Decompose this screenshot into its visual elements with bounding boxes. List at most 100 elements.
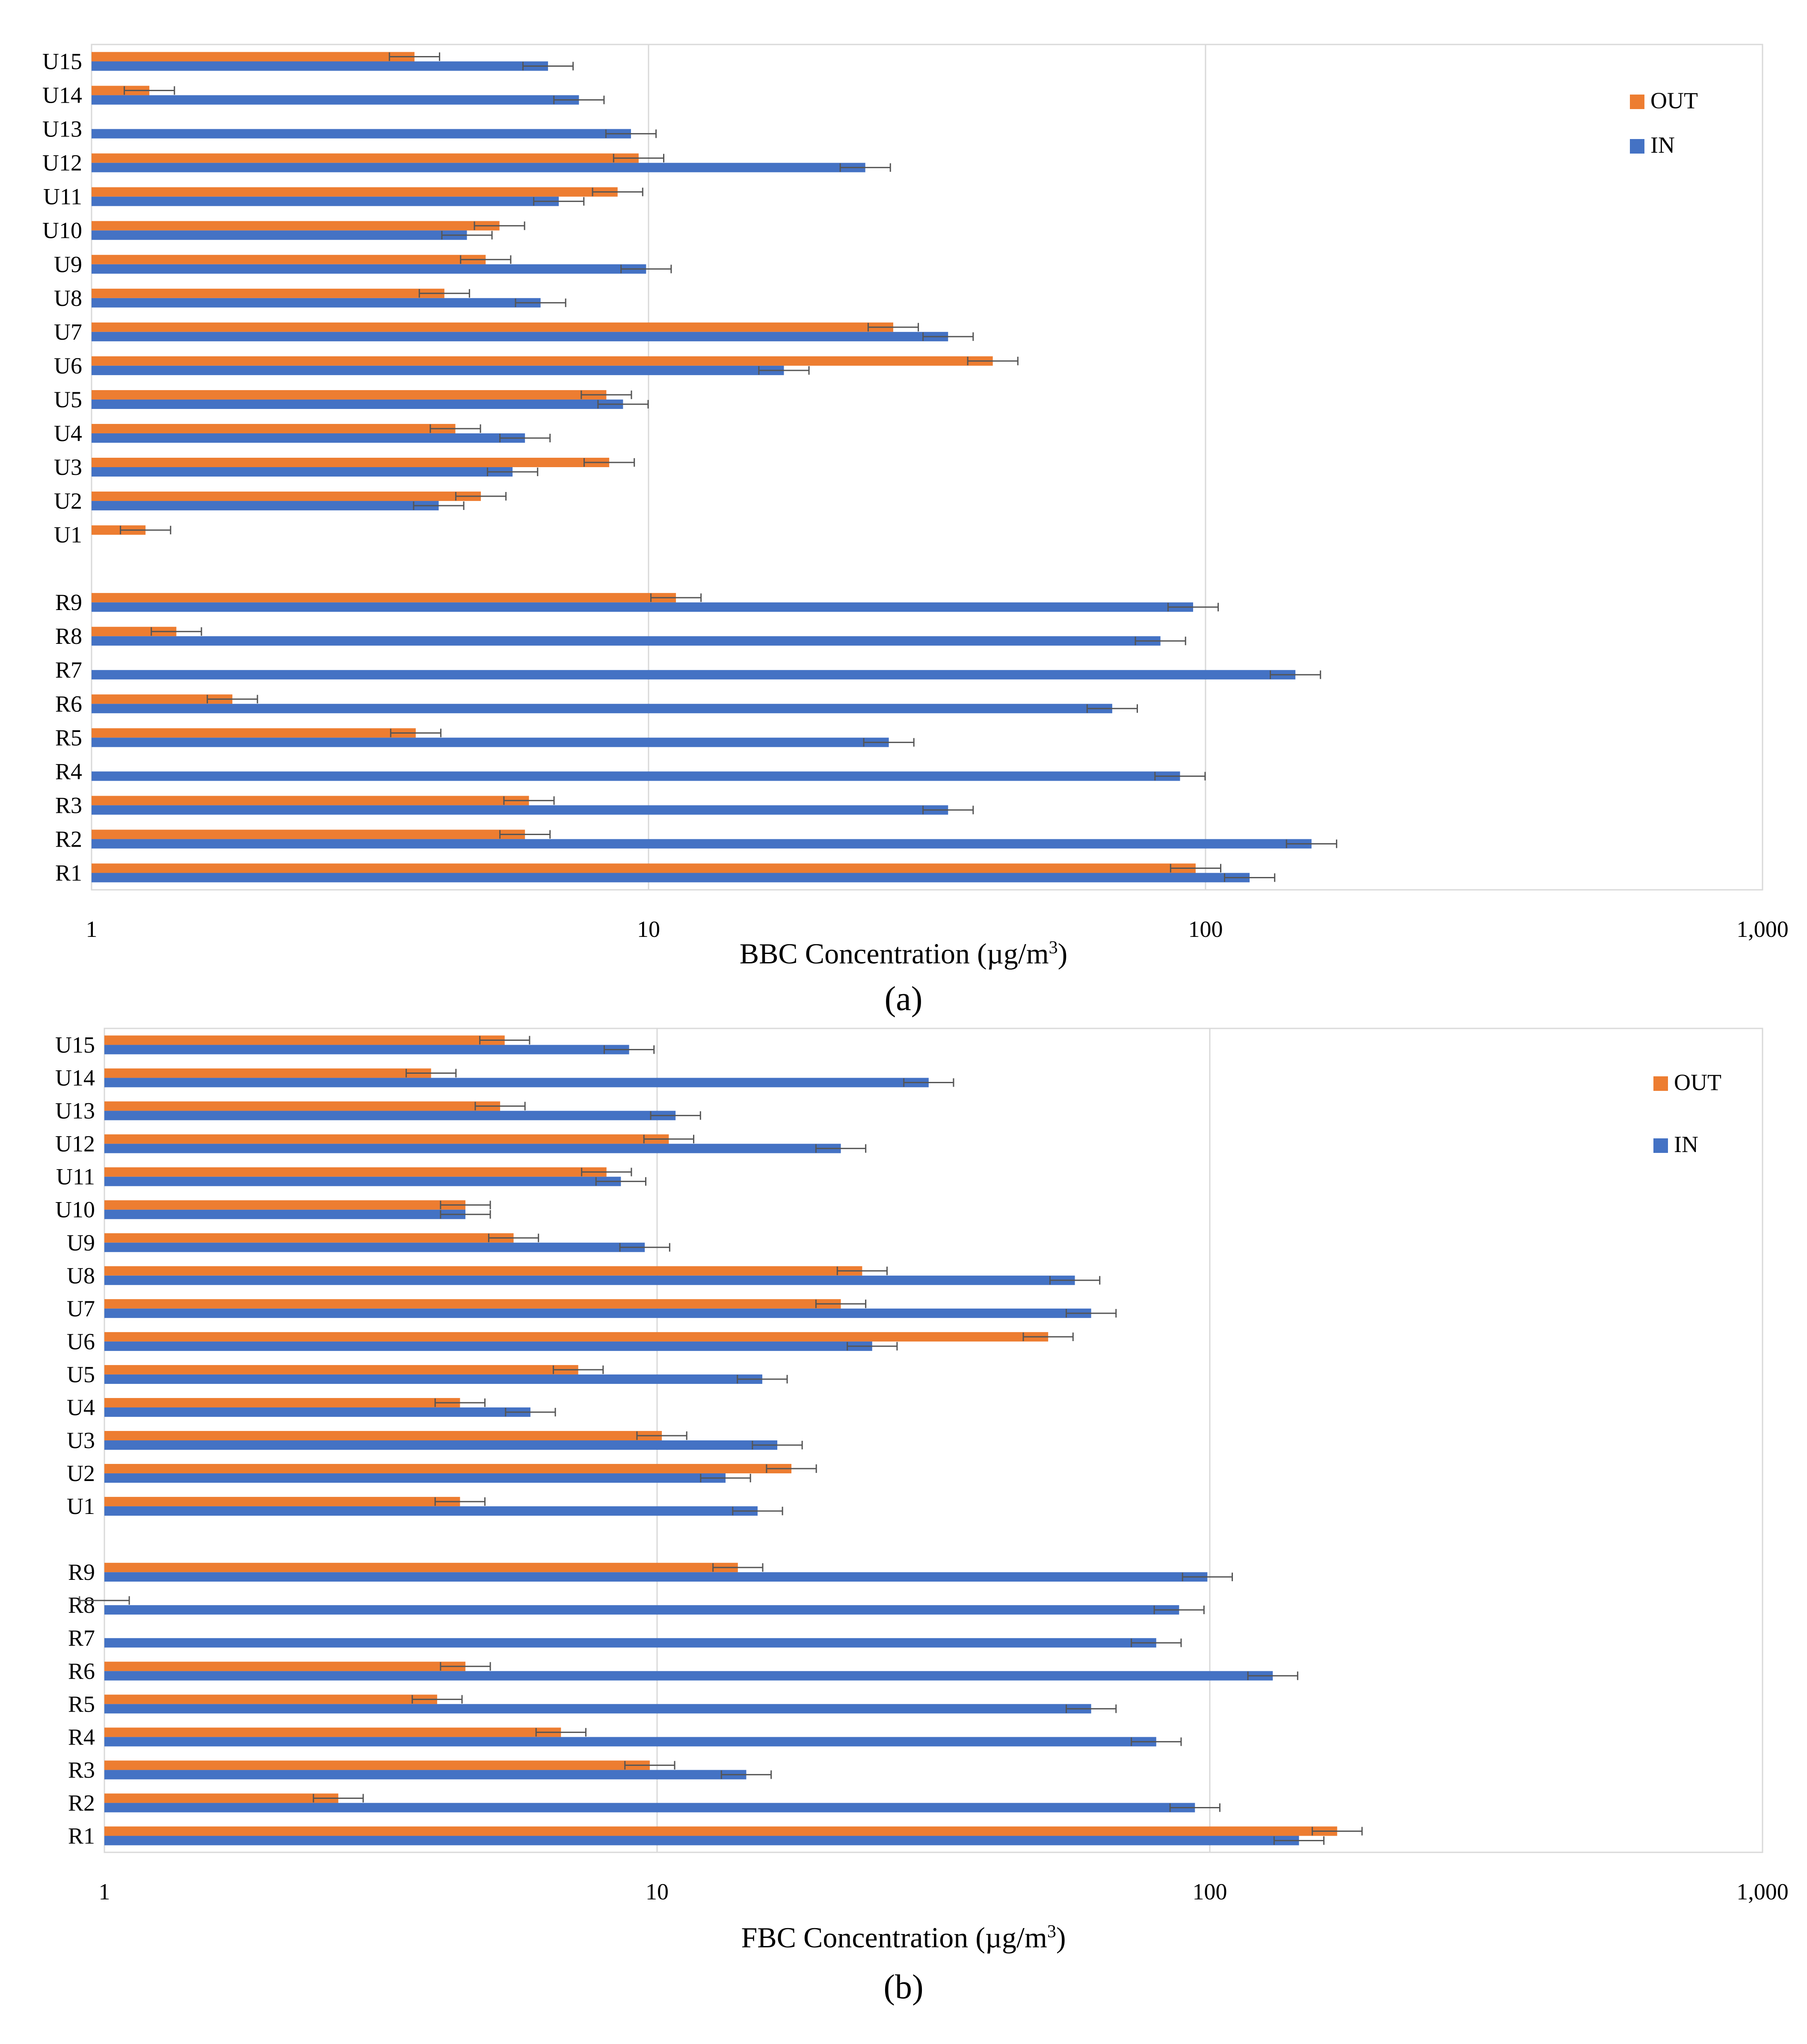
bbc-category-label: U15 [42, 49, 82, 74]
bbc-bar-in [92, 636, 1161, 646]
bbc-bar-in [92, 670, 1296, 680]
fbc-bar-out [104, 1464, 792, 1474]
bbc-bar-out [92, 694, 233, 704]
bbc-category-label: U11 [43, 184, 82, 210]
bbc-bar-out [92, 458, 610, 467]
bbc-category-label: R9 [55, 590, 82, 615]
fbc-bar-out [104, 1365, 578, 1375]
bbc-legend-label-in: IN [1650, 132, 1675, 158]
fbc-bar-out [104, 1760, 650, 1770]
fbc-chart-svg: 1 10 100 1,000 U15 U14 U13 U12 U11 U10 U9 U8 U7 U6 U5 U… [55, 1028, 1789, 1905]
bbc-category-label: R7 [55, 657, 82, 683]
bbc-bar-out [92, 153, 639, 163]
fbc-legend-swatch-out [1653, 1076, 1668, 1091]
bbc-bar-in [92, 264, 646, 274]
fbc-bar-out [104, 1662, 465, 1671]
fbc-bar-in [104, 1638, 1156, 1648]
bbc-legend-swatch-out [1630, 95, 1644, 109]
fbc-bar-out [104, 1497, 460, 1507]
bbc-category-label: R1 [55, 860, 82, 886]
bbc-bar-out [92, 52, 415, 62]
bbc-category-label: U2 [54, 488, 82, 514]
bbc-bar-in [92, 163, 865, 172]
fbc-bar-in [104, 1770, 746, 1780]
fbc-bar-out [104, 1332, 1049, 1342]
bbc-category-label: R2 [55, 826, 82, 852]
bbc-category-label: U12 [42, 150, 82, 176]
fbc-category-label: R4 [68, 1724, 95, 1750]
bbc-bar-in [92, 298, 541, 308]
bbc-bar-in [92, 61, 548, 71]
bbc-bar-in [92, 602, 1193, 612]
fbc-bar-in [104, 1473, 726, 1483]
bbc-category-label: U7 [54, 319, 82, 345]
fbc-x-tick-label: 10 [646, 1879, 669, 1905]
bbc-x-tick-label: 10 [637, 916, 660, 942]
bbc-bar-out [92, 424, 456, 433]
bbc-bar-out [92, 829, 525, 839]
bbc-bar-in [92, 196, 559, 206]
fbc-bar-in [104, 1803, 1195, 1813]
fbc-x-tick-label: 1 [99, 1879, 110, 1905]
bbc-bar-out [92, 322, 894, 332]
fbc-bar-out [104, 1793, 338, 1803]
fbc-bar-out [104, 1431, 662, 1440]
bbc-bar-in [92, 771, 1180, 781]
fbc-bar-in [104, 1242, 645, 1252]
fbc-bar-in [104, 1209, 465, 1219]
fbc-bar-in [104, 1671, 1273, 1681]
fbc-bar-out [104, 1200, 465, 1210]
fbc-bar-out [104, 1068, 431, 1078]
fbc-bar-in [104, 1506, 758, 1516]
fbc-bar-in [104, 1308, 1091, 1318]
bbc-category-label: U4 [54, 421, 82, 446]
bbc-category-label: U5 [54, 387, 82, 412]
fbc-bar-out [104, 1694, 437, 1704]
bbc-chart-svg: 1 10 100 1,000 U15 U14 U13 U12 U11 U10 U9 U8 U7 U6 U5 U… [42, 44, 1789, 942]
fbc-bar-in [104, 1111, 676, 1120]
bbc-bar-in [92, 873, 1250, 883]
bbc-category-label: U6 [54, 353, 82, 379]
fbc-bar-out [104, 1299, 841, 1309]
bbc-bar-in [92, 805, 948, 815]
fbc-category-label: R7 [68, 1625, 95, 1651]
bbc-x-tick-label: 1 [86, 916, 98, 942]
bbc-x-axis-title: BBC Concentration (µg/m3) [739, 937, 1068, 970]
fbc-bar-out [104, 1826, 1337, 1836]
bbc-legend-label-out: OUT [1650, 88, 1698, 113]
fbc-category-label: U12 [55, 1131, 95, 1157]
bbc-category-label: R5 [55, 725, 82, 750]
fbc-bar-out [104, 1398, 460, 1407]
fbc-category-label: R5 [68, 1691, 95, 1717]
bbc-bar-in [92, 433, 525, 443]
bbc-x-tick-label: 100 [1188, 916, 1223, 942]
bbc-bar-in [92, 129, 631, 139]
fbc-bar-in [104, 1143, 841, 1153]
fbc-category-label: R1 [68, 1823, 95, 1848]
fbc-category-label: U13 [55, 1098, 95, 1124]
fbc-category-label: R6 [68, 1658, 95, 1684]
fbc-bar-in [104, 1407, 530, 1417]
fbc-category-label: U2 [67, 1460, 95, 1486]
bbc-bar-out [92, 356, 993, 366]
fbc-bar-in [104, 1836, 1299, 1846]
fbc-category-label: U7 [67, 1296, 95, 1321]
fbc-bar-out [104, 1563, 738, 1573]
fbc-legend-swatch-in [1653, 1138, 1668, 1153]
fbc-bar-out [104, 1134, 669, 1144]
fbc-bar-out [104, 1727, 561, 1737]
fbc-category-label: U8 [67, 1263, 95, 1289]
fbc-bar-out [104, 1266, 862, 1276]
bbc-category-label: U10 [42, 218, 82, 243]
bbc-bar-out [92, 492, 481, 501]
fbc-category-label: R2 [68, 1790, 95, 1816]
bbc-panel-caption: (a) [884, 980, 923, 1018]
fbc-bar-in [104, 1704, 1091, 1714]
bbc-category-label: R8 [55, 623, 82, 649]
bbc-x-tick-label: 1,000 [1736, 916, 1789, 942]
bbc-bar-in [92, 332, 948, 341]
bbc-bar-in [92, 738, 889, 747]
bbc-bar-out [92, 525, 146, 535]
fbc-legend-label-in: IN [1674, 1132, 1698, 1157]
fbc-bar-in [104, 1341, 872, 1351]
